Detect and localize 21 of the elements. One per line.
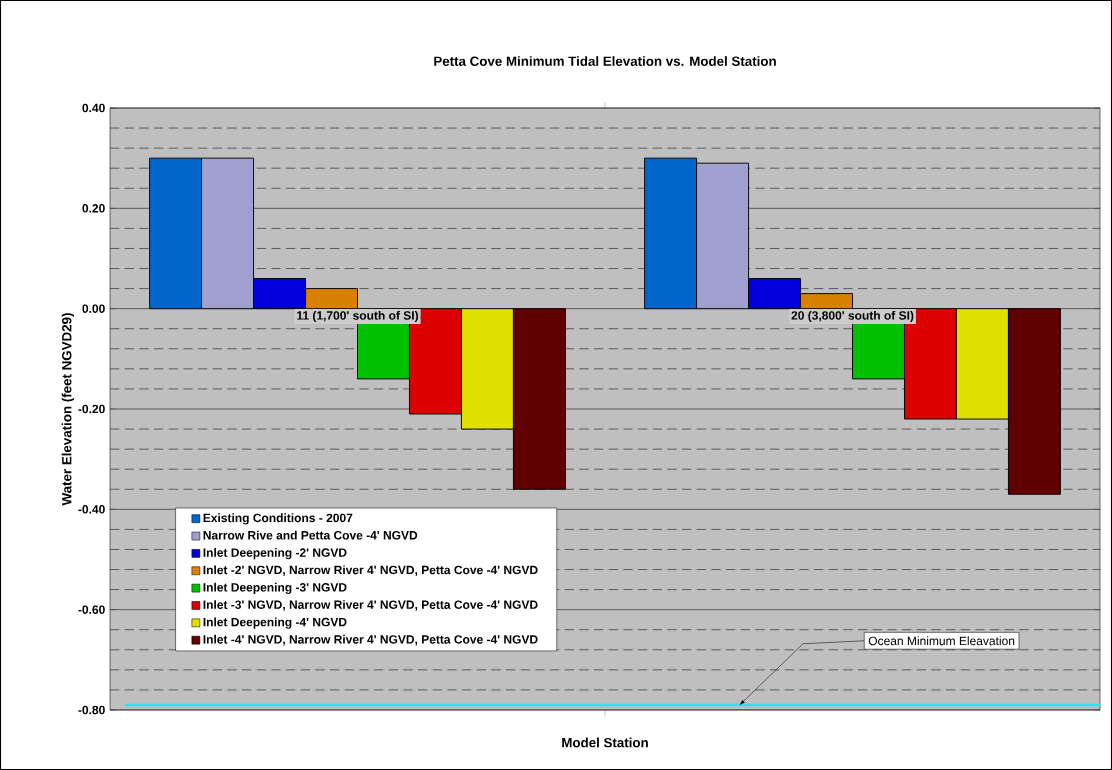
y-tick-label: -0.40 [78, 505, 105, 514]
x-tick-label: 20 (3,800' south of SI) [791, 310, 914, 323]
ref-line-label: Ocean Minimum Eleavation [868, 636, 1015, 646]
x-tick-label: 11 (1,700' south of SI) [297, 310, 419, 323]
y-tick-label: -0.60 [78, 605, 105, 614]
y-axis-title: Water Elevation (feet NGVD29) [61, 313, 75, 506]
x-axis-title: Model Station [562, 737, 648, 748]
legend-label: Inlet Deepening -3' NGVD [203, 582, 347, 595]
y-tick-label: 0.40 [82, 103, 105, 113]
y-tick-label: -0.20 [78, 404, 105, 414]
legend-label: Narrow Rive and Petta Cove -4' NGVD [203, 530, 418, 540]
legend-label: Inlet -4' NGVD, Narrow River 4' NGVD, Petta Cove -4' NGVD [203, 634, 538, 646]
y-tick-label: 0.20 [82, 204, 105, 213]
legend-label: Inlet Deepening -4' NGVD [203, 617, 347, 629]
legend-label: Inlet Deepening -2' NGVD [203, 548, 347, 560]
legend-label: Inlet -2' NGVD, Narrow River 4' NGVD, Petta Cove -4' NGVD [203, 565, 538, 576]
legend-label: Existing Conditions - 2007 [203, 513, 353, 525]
legend-label: Inlet -3' NGVD, Narrow River 4' NGVD, Petta Cove -4' NGVD [203, 600, 538, 611]
chart-title: Petta Cove Minimum Tidal Elevation vs. Model Station [434, 56, 776, 66]
y-tick-label: -0.80 [78, 705, 105, 715]
y-tick-label: 0.00 [82, 304, 105, 313]
